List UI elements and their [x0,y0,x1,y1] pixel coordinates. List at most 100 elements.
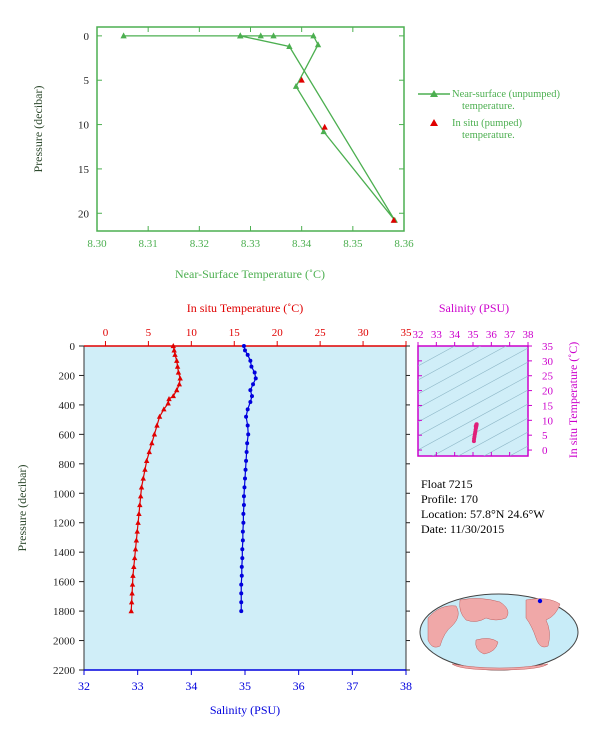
in-situ-temperature-profile-point [149,440,155,446]
temperature-tick-label: 30 [358,327,370,339]
salinity-profile-point [248,358,253,363]
ts-temperature-tick-label: 30 [542,356,554,368]
float-info-block: Float 7215 Profile: 170 Location: 57.8°N… [421,477,545,536]
salinity-tick-label: 38 [400,679,412,693]
in-situ-temperature-point [321,123,328,130]
near-surface-temperature-point [286,43,293,49]
near-surface-chart: 8.30 8.31 8.32 8.33 8.34 8.35 8.36 0 5 10 15 20 Ne… [31,26,560,281]
in-situ-temperature-profile-point [171,347,177,353]
ts-salinity-tick-label: 36 [486,329,498,341]
salinity-profile-point [241,511,246,516]
near-surface-x-tick-label: 8.30 [87,238,107,250]
ts-salinity-tick-label: 34 [449,329,461,341]
salinity-tick-label: 35 [239,679,251,693]
in-situ-temperature-profile-point [161,406,167,412]
ts-temperature-tick-label: 10 [542,415,554,427]
legend-in-situ-label-2: temperature. [462,130,515,141]
in-situ-temperature-profile-point [137,502,143,508]
in-situ-temperature-profile-point [129,590,135,596]
world-map [419,593,579,671]
salinity-profile-point [239,564,244,569]
salinity-profile-point [241,494,246,499]
salinity-tick-label: 37 [346,679,358,693]
in-situ-temperature-profile-point [177,375,183,381]
salinity-tick-label: 33 [132,679,144,693]
in-situ-temperature-profile-point [133,537,140,543]
near-surface-temperature-point [292,82,300,89]
in-situ-temperature-profile-point [131,555,138,561]
near-surface-x-tick-label: 8.32 [190,238,209,250]
salinity-profile-point [243,467,248,472]
float-id: Float 7215 [421,477,473,491]
in-situ-temperature-profile-point [174,387,180,393]
salinity-profile-point [244,414,249,419]
pressure-tick-label: 200 [59,370,76,382]
pressure-tick-label: 1400 [53,547,76,559]
ts-density-contour [418,346,456,367]
in-situ-temperature-profile-point [174,357,180,363]
pressure-tick-label: 800 [59,459,76,471]
ts-density-contour [457,417,528,456]
salinity-profile-point [243,476,247,481]
legend-in-situ-label-1: In situ (pumped) [452,118,522,129]
in-situ-temperature-profile-point [151,431,158,437]
near-surface-y-tick-label: 0 [84,31,90,43]
salinity-profile-point [252,370,257,375]
salinity-profile-point [241,503,246,508]
in-situ-temperature-profile-point [166,396,172,402]
near-surface-y-tick-label: 20 [78,208,90,220]
near-surface-x-tick-label: 8.34 [292,238,312,250]
pressure-tick-label: 400 [59,400,76,412]
temperature-tick-label: 10 [186,327,198,339]
in-situ-temperature-profile-point [170,343,177,349]
salinity-profile-point [239,609,244,614]
salinity-profile-point [240,538,245,543]
pressure-tick-label: 1000 [53,488,76,500]
in-situ-temperature-point [390,216,397,223]
near-surface-legend: Near-surface (unpumped) temperature. In … [418,89,560,141]
map-float-position-marker [537,598,543,604]
pressure-tick-label: 1800 [53,606,76,618]
salinity-tick-label: 36 [293,679,305,693]
pressure-tick-label: 1200 [53,518,76,530]
ts-temperature-label: In situ Temperature (˚C) [566,342,580,459]
ts-temperature-tick-label: 5 [542,430,548,442]
legend-in-situ-marker [430,119,438,126]
near-surface-temperature-point [237,32,244,39]
near-surface-x-tick-label: 8.36 [394,238,414,250]
pressure-tick-label: 0 [70,341,76,353]
near-surface-x-tick-label: 8.33 [241,238,261,250]
near-surface-x-axis-label: Near-Surface Temperature (˚C) [175,267,325,281]
in-situ-temperature-profile-point [128,608,134,614]
salinity-profile-point [239,591,244,596]
pressure-tick-label: 1600 [53,577,76,589]
salinity-profile-point [244,450,249,455]
salinity-profile-point [248,399,253,404]
float-location: Location: 57.8°N 24.6°W [421,507,545,521]
in-situ-temperature-profile-point [130,572,136,578]
in-situ-temperature-axis-label: In situ Temperature (˚C) [187,301,304,315]
in-situ-temperature-profile-point [154,422,160,428]
salinity-profile-point [240,556,245,561]
in-situ-temperature-profile-point [135,519,141,525]
map-land-antarctica [451,663,549,671]
ts-temperature-tick-label: 0 [542,445,548,457]
in-situ-temperature-profile-point [142,466,148,472]
in-situ-temperature-profile-point [138,484,145,490]
salinity-profile-point [248,388,253,393]
salinity-profile-point [245,441,250,446]
salinity-profile-point [240,547,245,552]
ts-density-contour [509,445,528,456]
ts-salinity-tick-label: 33 [431,329,443,341]
legend-near-surface-label-1: Near-surface (unpumped) [452,89,560,100]
ts-salinity-tick-label: 32 [413,329,424,341]
ts-temperature-tick-label: 35 [542,341,554,353]
pressure-tick-label: 2200 [53,665,76,677]
in-situ-temperature-profile-point [128,599,135,605]
ts-point [473,424,478,429]
ts-density-contour [418,375,528,437]
in-situ-temperature-profile-point [136,510,142,516]
map-land-australia [475,638,499,655]
near-surface-temperature-point [310,32,317,39]
